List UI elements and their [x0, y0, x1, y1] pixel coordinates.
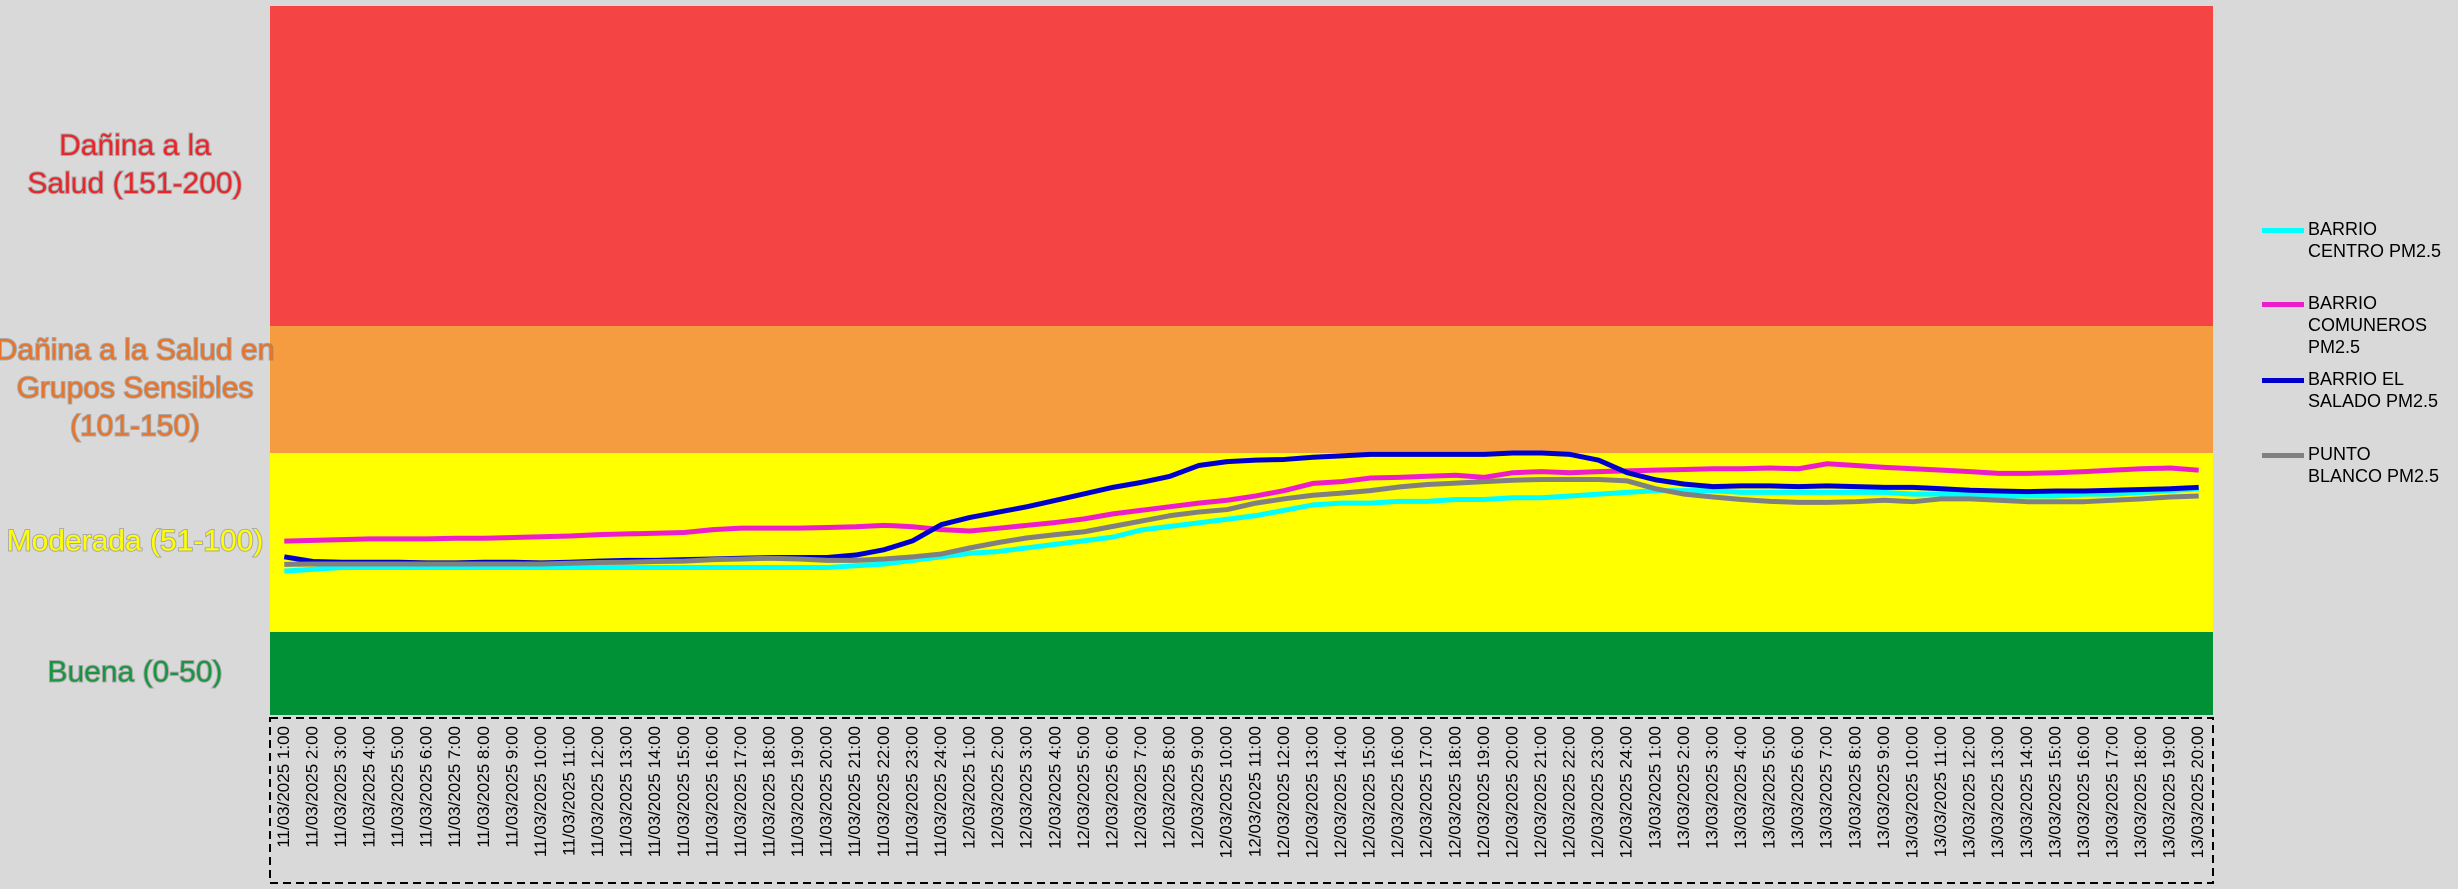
band-label: Grupos Sensibles: [17, 371, 254, 404]
x-tick-label: 12/03/2025 14:00: [1331, 726, 1350, 858]
x-tick-label: 11/03/2025 20:00: [817, 726, 836, 857]
x-tick-label: 11/03/2025 13:00: [617, 726, 636, 857]
x-tick-label: 12/03/2025 12:00: [1274, 726, 1293, 858]
series-line: [284, 461, 2199, 544]
x-tick-label: 12/03/2025 9:00: [1188, 726, 1207, 849]
x-tick-label: 11/03/2025 15:00: [674, 726, 693, 857]
band: [270, 326, 2213, 453]
x-tick-label: 13/03/2025 12:00: [1960, 726, 1979, 858]
x-tick-label: 13/03/2025 13:00: [1988, 726, 2007, 858]
x-tick-label: 12/03/2025 1:00: [960, 726, 979, 849]
legend-label: PUNTO BLANCO PM2.5: [2308, 444, 2440, 486]
x-tick-label: 12/03/2025 7:00: [1131, 726, 1150, 849]
x-tick-label: 12/03/2025 2:00: [988, 726, 1007, 849]
x-tick-label: 12/03/2025 16:00: [1388, 726, 1407, 858]
series-line: [284, 476, 2199, 567]
x-tick-label: 11/03/2025 6:00: [417, 726, 436, 848]
x-tick-label: 13/03/2025 19:00: [2160, 726, 2179, 858]
x-tick-label: 11/03/2025 8:00: [474, 726, 493, 848]
x-tick-label: 12/03/2025 21:00: [1531, 726, 1550, 858]
x-tick-label: 13/03/2025 1:00: [1645, 726, 1664, 849]
x-tick-label: 11/03/2025 24:00: [931, 726, 950, 857]
x-tick-label: 12/03/2025 4:00: [1045, 726, 1064, 849]
x-tick-label: 13/03/2025 14:00: [2017, 726, 2036, 858]
x-tick-label: 13/03/2025 5:00: [1760, 726, 1779, 849]
x-tick-label: 12/03/2025 15:00: [1360, 726, 1379, 858]
x-tick-label: 11/03/2025 2:00: [302, 726, 321, 848]
x-tick-label: 11/03/2025 23:00: [902, 726, 921, 857]
x-tick-label: 11/03/2025 5:00: [388, 726, 407, 848]
x-tick-label: 11/03/2025 4:00: [359, 726, 378, 848]
x-tick-label: 11/03/2025 16:00: [702, 726, 721, 857]
x-tick-label: 13/03/2025 8:00: [1845, 726, 1864, 849]
x-tick-label: 12/03/2025 22:00: [1560, 726, 1579, 858]
x-tick-label: 12/03/2025 10:00: [1217, 726, 1236, 858]
x-tick-label: 13/03/2025 2:00: [1674, 726, 1693, 849]
x-tick-label: 11/03/2025 21:00: [845, 726, 864, 857]
x-tick-label: 11/03/2025 9:00: [502, 726, 521, 848]
x-tick-label: 13/03/2025 6:00: [1788, 726, 1807, 849]
x-tick-label: 12/03/2025 19:00: [1474, 726, 1493, 858]
band-label: (101-150): [70, 409, 200, 442]
x-tick-label: 13/03/2025 4:00: [1731, 726, 1750, 849]
x-tick-label: 11/03/2025 18:00: [760, 726, 779, 857]
band-label: Dañina a la Salud en: [0, 333, 274, 366]
x-tick-label: 12/03/2025 24:00: [1617, 726, 1636, 858]
legend-swatch: [2262, 302, 2304, 307]
x-tick-label: 12/03/2025 13:00: [1302, 726, 1321, 858]
x-tick-label: 13/03/2025 18:00: [2131, 726, 2150, 858]
x-tick-label: 12/03/2025 5:00: [1074, 726, 1093, 849]
x-tick-label: 11/03/2025 22:00: [874, 726, 893, 857]
x-tick-label: 11/03/2025 17:00: [731, 726, 750, 857]
x-tick-label: 11/03/2025 3:00: [331, 726, 350, 848]
x-tick-label: 11/03/2025 19:00: [788, 726, 807, 857]
x-tick-label: 13/03/2025 7:00: [1817, 726, 1836, 849]
x-tick-label: 13/03/2025 16:00: [2074, 726, 2093, 858]
band-label: Buena (0-50): [47, 655, 222, 688]
x-tick-label: 11/03/2025 11:00: [560, 726, 579, 856]
x-tick-label: 12/03/2025 20:00: [1502, 726, 1521, 858]
band-label: Dañina a la: [59, 129, 211, 162]
x-tick-label: 13/03/2025 10:00: [1902, 726, 1921, 858]
legend-label: BARRIO CENTRO PM2.5: [2308, 219, 2442, 261]
band: [270, 632, 2213, 715]
legend-swatch: [2262, 453, 2304, 458]
x-tick-label: 11/03/2025 7:00: [445, 726, 464, 848]
x-tick-label: 12/03/2025 3:00: [1017, 726, 1036, 849]
x-tick-label: 12/03/2025 11:00: [1245, 726, 1264, 857]
x-tick-label: 13/03/2025 11:00: [1931, 726, 1950, 857]
legend-swatch: [2262, 378, 2304, 383]
x-tick-label: 11/03/2025 1:00: [274, 726, 293, 848]
x-tick-label: 11/03/2025 12:00: [588, 726, 607, 857]
legend-label: BARRIO EL SALADO PM2.5: [2308, 369, 2439, 411]
legend-swatch: [2262, 228, 2304, 233]
legend-label: BARRIO COMUNEROS PM2.5: [2308, 293, 2428, 357]
x-tick-label: 11/03/2025 10:00: [531, 726, 550, 857]
band-label: Moderada (51-100): [7, 524, 264, 557]
x-tick-label: 12/03/2025 18:00: [1445, 726, 1464, 858]
band-label: Salud (151-200): [27, 167, 242, 200]
x-tick-label: 12/03/2025 6:00: [1102, 726, 1121, 849]
x-tick-label: 13/03/2025 9:00: [1874, 726, 1893, 849]
x-tick-label: 12/03/2025 8:00: [1160, 726, 1179, 849]
x-tick-label: 11/03/2025 14:00: [645, 726, 664, 857]
x-tick-label: 12/03/2025 17:00: [1417, 726, 1436, 858]
band: [270, 6, 2213, 326]
x-tick-label: 13/03/2025 17:00: [2102, 726, 2121, 858]
x-tick-label: 13/03/2025 15:00: [2045, 726, 2064, 858]
x-tick-label: 12/03/2025 23:00: [1588, 726, 1607, 858]
band: [270, 453, 2213, 632]
x-tick-label: 13/03/2025 3:00: [1702, 726, 1721, 849]
x-tick-label: 13/03/2025 20:00: [2188, 726, 2207, 858]
series-line: [284, 486, 2199, 574]
